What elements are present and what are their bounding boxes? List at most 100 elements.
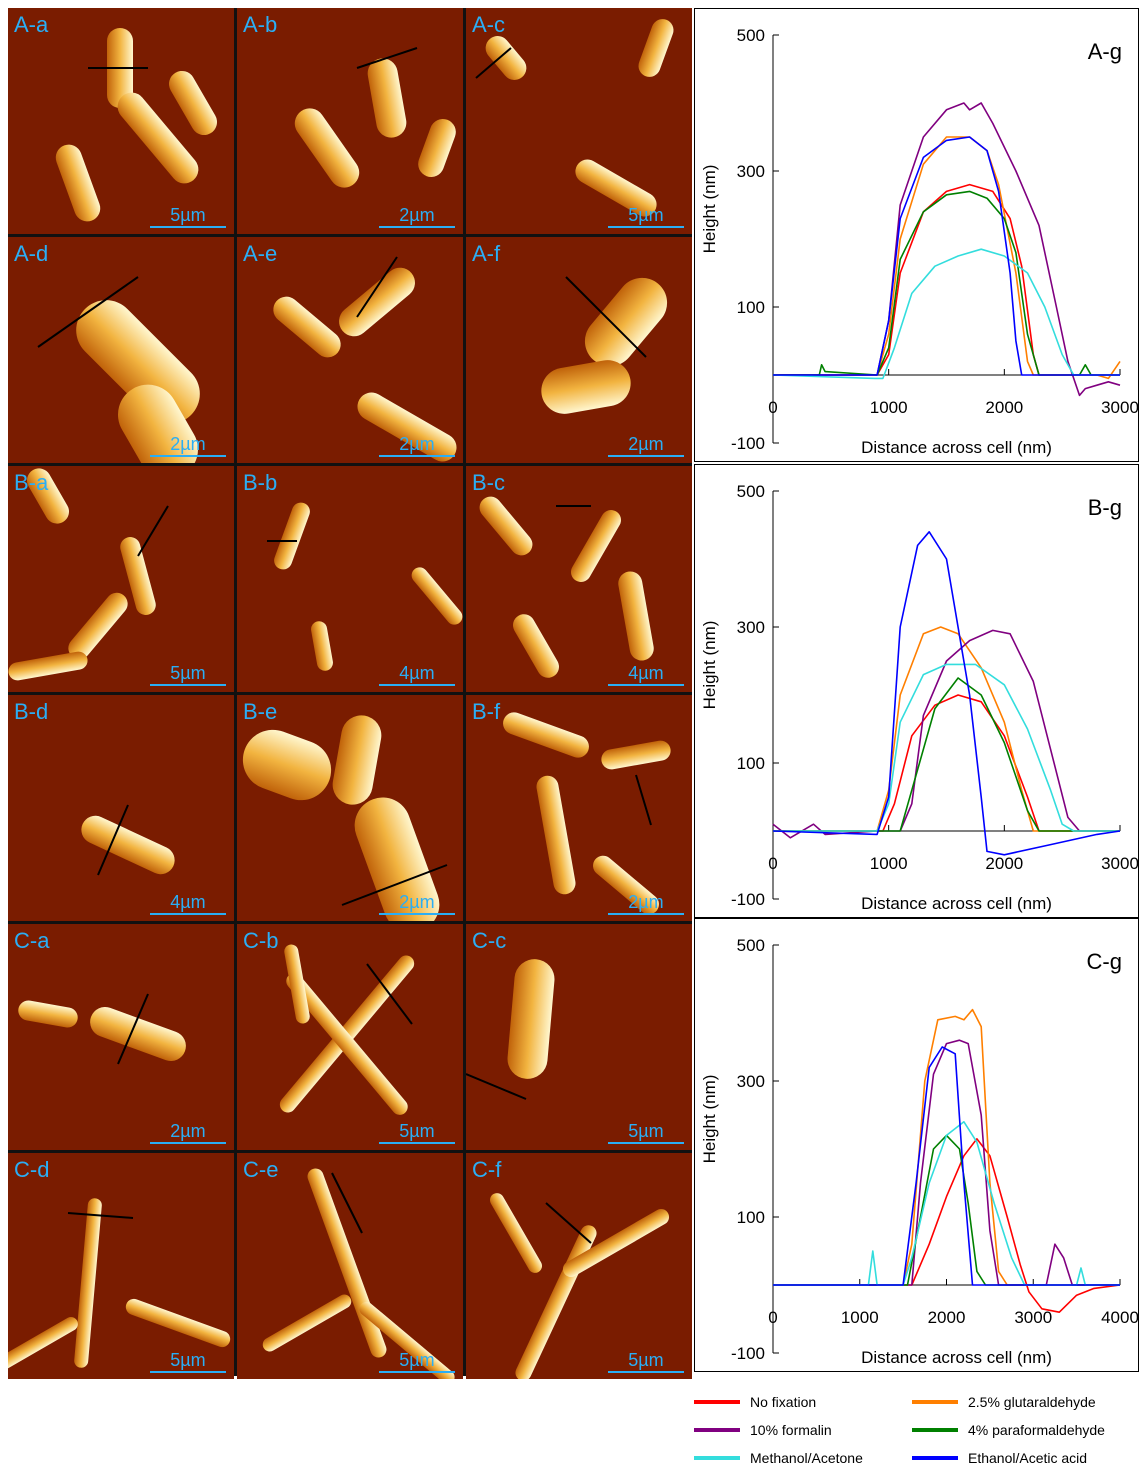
legend-item: 4% paraformaldehyde [912, 1422, 1105, 1438]
legend-swatch [694, 1456, 740, 1460]
scale-bar-label: 5µm [628, 1121, 664, 1141]
panel-label: A-d [14, 241, 49, 266]
scale-bar-label: 4µm [628, 663, 664, 683]
x-tick-label: 4000 [1101, 1308, 1139, 1327]
series-line-glutaraldehyde [773, 136, 1121, 380]
x-tick-label: 1000 [870, 398, 908, 417]
scale-bar-label: 2µm [628, 892, 664, 912]
x-tick-label: 3000 [1101, 854, 1139, 873]
x-tick-label: 0 [768, 398, 777, 417]
scale-bar-label: 5µm [170, 205, 206, 225]
scale-bar: 5µm [150, 205, 226, 228]
panel-label: C-e [243, 1157, 279, 1182]
scale-bar-line [150, 913, 226, 915]
x-tick-label: 3000 [1014, 1308, 1052, 1327]
scale-bar: 4µm [150, 892, 226, 915]
legend-label: Ethanol/Acetic acid [968, 1450, 1088, 1466]
scale-bar: 2µm [379, 434, 455, 457]
scale-bar-label: 5µm [399, 1350, 435, 1370]
chart-title: A-g [1088, 39, 1122, 64]
y-tick-label: 300 [737, 1072, 765, 1091]
scale-bar-label: 2µm [399, 892, 435, 912]
series-line-no_fixation [773, 183, 1120, 376]
afm-panel: A-d 2µm [8, 237, 234, 463]
chart-legend: No fixation 2.5% glutaraldehyde 10% formal… [694, 1392, 1139, 1476]
scale-bar-line [608, 1142, 684, 1144]
scale-bar: 4µm [379, 663, 455, 686]
series-line-ethanol_acetic [772, 531, 1121, 856]
y-tick-label: 500 [737, 482, 765, 501]
scale-bar-label: 5µm [170, 663, 206, 683]
scale-bar: 2µm [608, 434, 684, 457]
height-profile-chart-a: -100 100 300 500 0 1000 2000 3000 A-g Distance ac… [694, 8, 1139, 462]
scale-bar-label: 2µm [628, 434, 664, 454]
x-axis-label: Distance across cell (nm) [861, 1348, 1052, 1367]
x-tick-label: 0 [768, 1308, 777, 1327]
y-tick-label: -100 [731, 434, 765, 453]
scale-bar: 4µm [608, 663, 684, 686]
afm-panel: C-e 5µm [237, 1153, 463, 1379]
scale-bar-line [608, 913, 684, 915]
y-axis-label: Height (nm) [700, 621, 719, 710]
x-tick-label: 2000 [985, 398, 1023, 417]
y-tick-label: 100 [737, 298, 765, 317]
y-tick-label: -100 [731, 890, 765, 909]
scale-bar: 5µm [608, 205, 684, 228]
x-tick-label: 2000 [985, 854, 1023, 873]
series-line-methanol_acetone [773, 663, 1120, 832]
x-tick-label: 1000 [841, 1308, 879, 1327]
scale-bar-line [150, 1142, 226, 1144]
y-tick-label: 300 [737, 618, 765, 637]
legend-item: 10% formalin [694, 1422, 832, 1438]
y-tick-label: 500 [737, 26, 765, 45]
afm-panel: B-a 5µm [8, 466, 234, 692]
legend-item: Ethanol/Acetic acid [912, 1450, 1087, 1466]
series-line-ethanol_acetic [773, 136, 1120, 376]
x-tick-label: 0 [768, 854, 777, 873]
x-axis-label: Distance across cell (nm) [861, 438, 1052, 457]
afm-panel: C-c 5µm [466, 924, 692, 1150]
afm-panel: C-b 5µm [237, 924, 463, 1150]
legend-label: 10% formalin [750, 1422, 832, 1438]
scale-bar: 5µm [608, 1121, 684, 1144]
panel-label: C-d [14, 1157, 50, 1182]
scale-bar-label: 2µm [170, 1121, 206, 1141]
afm-panel: B-e 2µm [237, 695, 463, 921]
scale-bar: 2µm [379, 892, 455, 915]
scale-bar-line [379, 455, 455, 457]
x-tick-label: 2000 [928, 1308, 966, 1327]
y-tick-label: 100 [737, 754, 765, 773]
series-line-paraformaldehyde [773, 677, 1120, 832]
chart-title: B-g [1088, 495, 1122, 520]
panel-label: A-e [243, 241, 278, 266]
height-profile-chart-c: -100 100 300 500 0 1000 2000 3000 4000 C-g Distanc… [694, 918, 1139, 1372]
series-line-methanol_acetone [772, 248, 1120, 380]
y-tick-label: -100 [731, 1344, 765, 1363]
y-tick-label: 500 [737, 936, 765, 955]
legend-item: No fixation [694, 1394, 816, 1410]
scale-bar-line [379, 913, 455, 915]
scale-bar-line [150, 684, 226, 686]
series-line-no_fixation [773, 694, 1120, 832]
scale-bar-line [150, 1371, 226, 1373]
afm-panel: A-f 2µm [466, 237, 692, 463]
scale-bar-label: 5µm [170, 1350, 206, 1370]
scale-bar-line [608, 226, 684, 228]
legend-label: Methanol/Acetone [750, 1450, 863, 1466]
legend-swatch [912, 1400, 958, 1404]
scale-bar: 5µm [379, 1121, 455, 1144]
series-line-glutaraldehyde [773, 626, 1120, 832]
panel-label: C-b [243, 928, 279, 953]
afm-panel: A-a 5µm [8, 8, 234, 234]
scale-bar-line [150, 226, 226, 228]
scale-bar-label: 2µm [399, 434, 435, 454]
height-profile-chart-b: -100 100 300 500 0 1000 2000 3000 B-g Distance ac… [694, 464, 1139, 918]
scale-bar-label: 5µm [628, 1350, 664, 1370]
series-line-formalin [773, 1039, 1120, 1286]
scale-bar: 5µm [150, 1350, 226, 1373]
afm-panel: A-b 2µm [237, 8, 463, 234]
series-line-paraformaldehyde [773, 1134, 1120, 1286]
y-axis-label: Height (nm) [700, 165, 719, 254]
panel-label: A-a [14, 12, 49, 37]
afm-panel: B-f 2µm [466, 695, 692, 921]
